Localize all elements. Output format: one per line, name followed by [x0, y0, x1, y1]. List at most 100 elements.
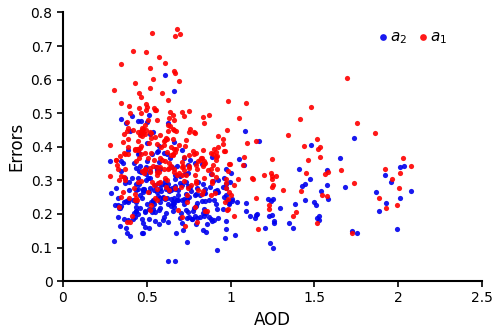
$a_2$: [170, 183, 178, 189]
$a_2$: [174, 164, 182, 169]
$a_1$: [136, 133, 144, 138]
$a_2$: [213, 187, 221, 192]
$a_2$: [202, 210, 209, 216]
$a_2$: [163, 196, 171, 201]
$a_1$: [184, 199, 192, 205]
$a_2$: [141, 210, 149, 215]
$a_1$: [149, 76, 157, 81]
$a_2$: [170, 173, 178, 178]
$a_2$: [146, 185, 154, 191]
$a_1$: [170, 112, 177, 118]
$a_2$: [122, 121, 130, 126]
$a_2$: [126, 233, 134, 239]
$a_2$: [178, 182, 186, 187]
$a_2$: [134, 176, 142, 181]
$a_1$: [399, 155, 407, 161]
$a_1$: [126, 220, 134, 225]
$a_1$: [314, 221, 322, 226]
$a_1$: [292, 210, 300, 215]
$a_2$: [340, 184, 348, 190]
$a_2$: [267, 199, 275, 204]
$a_1$: [314, 146, 322, 151]
$a_2$: [159, 195, 167, 200]
$a_1$: [138, 126, 146, 132]
$a_1$: [130, 80, 138, 85]
$a_2$: [170, 204, 178, 209]
$a_2$: [135, 169, 143, 174]
$a_2$: [110, 238, 118, 244]
$a_1$: [124, 137, 132, 142]
$a_1$: [169, 153, 177, 158]
$a_2$: [301, 198, 309, 203]
$a_2$: [176, 174, 184, 179]
$a_2$: [154, 180, 162, 185]
$a_2$: [168, 185, 176, 190]
$a_1$: [222, 180, 230, 185]
$a_1$: [182, 138, 190, 143]
$a_2$: [156, 185, 164, 191]
$a_2$: [193, 185, 201, 191]
$a_2$: [164, 201, 172, 206]
$a_1$: [148, 179, 156, 185]
$a_1$: [268, 184, 276, 190]
$a_1$: [176, 170, 184, 176]
$a_1$: [252, 195, 260, 201]
$a_1$: [131, 192, 139, 197]
$a_1$: [158, 90, 166, 95]
$a_1$: [204, 167, 212, 173]
$a_2$: [114, 196, 122, 201]
$a_2$: [114, 214, 122, 219]
$a_1$: [178, 215, 186, 220]
$a_1$: [323, 193, 331, 199]
$a_2$: [316, 217, 324, 222]
$a_1$: [192, 178, 200, 183]
$a_2$: [266, 241, 274, 246]
$a_1$: [118, 173, 126, 179]
$a_1$: [153, 197, 161, 202]
$a_1$: [300, 144, 308, 149]
$a_2$: [164, 120, 172, 125]
$a_2$: [207, 216, 215, 221]
$a_2$: [124, 148, 132, 153]
$a_1$: [112, 157, 120, 162]
$a_1$: [184, 186, 192, 191]
$a_2$: [160, 217, 168, 222]
$a_1$: [260, 173, 268, 178]
$a_2$: [154, 148, 162, 154]
$a_1$: [165, 187, 173, 193]
$a_1$: [182, 193, 190, 198]
$a_2$: [300, 181, 308, 186]
$a_2$: [222, 166, 230, 171]
$a_1$: [230, 214, 238, 219]
$a_2$: [214, 190, 222, 195]
$a_2$: [146, 176, 154, 181]
$a_2$: [381, 172, 389, 177]
$a_1$: [336, 168, 344, 173]
$a_2$: [148, 129, 156, 135]
$a_1$: [194, 158, 202, 163]
$a_2$: [323, 168, 331, 173]
$a_1$: [200, 208, 208, 214]
$a_2$: [200, 186, 208, 192]
$a_2$: [141, 224, 149, 230]
$a_1$: [170, 118, 177, 123]
$a_2$: [286, 220, 294, 226]
$a_2$: [142, 168, 150, 173]
$a_1$: [178, 159, 186, 165]
$a_1$: [110, 88, 118, 93]
$a_2$: [268, 245, 276, 250]
$a_2$: [192, 213, 200, 218]
$a_1$: [180, 155, 188, 160]
$a_1$: [142, 104, 150, 110]
$a_2$: [196, 214, 204, 219]
$a_1$: [219, 136, 227, 141]
$a_1$: [137, 94, 145, 100]
$a_1$: [190, 129, 198, 135]
$a_2$: [174, 197, 182, 202]
$a_2$: [132, 208, 140, 213]
$a_1$: [116, 100, 124, 106]
$a_2$: [290, 201, 298, 206]
$a_2$: [148, 152, 156, 157]
$a_2$: [156, 221, 164, 226]
$a_1$: [223, 128, 231, 133]
